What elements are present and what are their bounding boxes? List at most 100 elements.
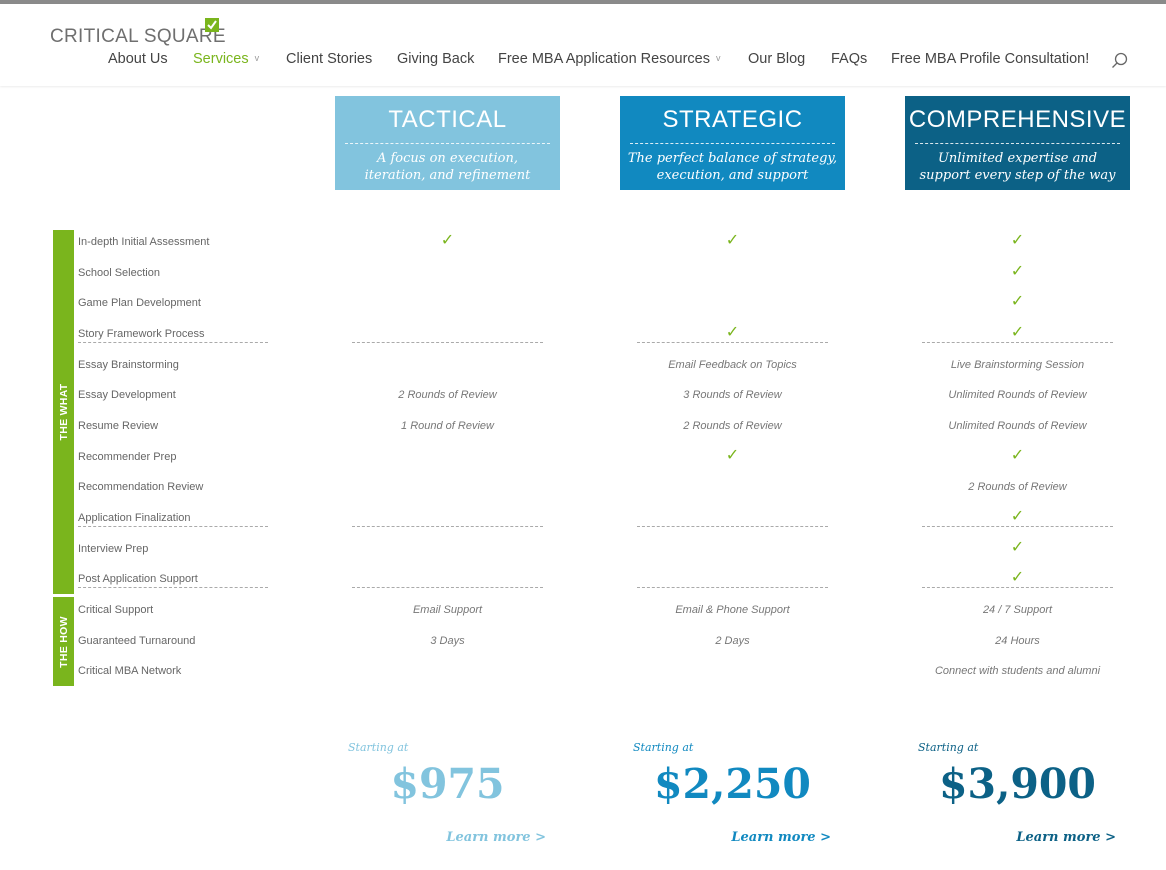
logo[interactable]: CRITICAL SQUARE [50,26,226,47]
plan-divider [345,143,550,144]
row-divider [352,587,543,588]
top-accent-bar [0,0,1166,4]
nav-label: About Us [108,51,168,67]
row-divider [637,587,828,588]
nav-about-us[interactable]: About Us [108,51,168,67]
nav-faqs[interactable]: FAQs [831,51,867,67]
feature-value: 3 Rounds of Review [683,389,782,402]
price-comprehensive: $3,900 [939,760,1096,808]
feature-value: 3 Days [430,634,465,647]
check-icon: ✓ [1010,260,1025,280]
feature-name: Guaranteed Turnaround [78,634,196,647]
feature-name: Resume Review [78,420,159,433]
feature-value: Unlimited Rounds of Review [948,389,1087,402]
check-icon: ✓ [1010,567,1025,587]
price-strategic: $2,250 [654,760,811,808]
nav-label: FAQs [831,51,868,67]
check-icon: ✓ [1010,291,1025,311]
feature-value: Email & Phone Support [675,604,790,617]
feature-name: Post Application Support [78,573,198,586]
learn-more-tactical-link[interactable]: Learn more > [446,830,546,845]
nav-free-consultation[interactable]: Free MBA Profile Consultation! [891,51,1089,67]
nav-label: Client Stories [286,51,373,67]
feature-name: Essay Development [78,389,176,402]
check-icon: ✓ [725,444,740,464]
row-divider [922,342,1113,343]
feature-name: Essay Brainstorming [78,358,179,371]
nav-giving-back[interactable]: Giving Back [397,51,474,67]
plan-name: TACTICAL [388,106,507,133]
feature-value: 2 Rounds of Review [683,420,782,433]
plan-description: The perfect balance of strategy, executio… [627,151,838,183]
feature-name: Recommender Prep [78,450,177,463]
price-tactical: $975 [390,760,505,808]
feature-value: 24 / 7 Support [982,604,1053,617]
feature-value: 2 Days [715,634,750,647]
learn-more-comprehensive-link[interactable]: Learn more > [1016,830,1116,845]
plan-description: A focus on execution, iteration, and refi… [364,151,531,183]
feature-value: Email Support [412,604,483,617]
nav-client-stories[interactable]: Client Stories [286,51,372,67]
section-label: THE HOW [57,615,70,668]
feature-value: 1 Round of Review [401,420,494,433]
feature-name: Story Framework Process [78,328,205,340]
section-bar-the-what: THE WHAT [53,230,74,594]
feature-value: Unlimited Rounds of Review [948,420,1087,433]
plan-header-comprehensive: COMPREHENSIVE Unlimited expertise and sup… [905,96,1130,190]
feature-name: In-depth Initial Assessment [78,236,210,248]
feature-value: 2 Rounds of Review [398,389,497,402]
row-divider [352,342,543,343]
nav-label: Our Blog [748,51,806,67]
plan-name: STRATEGIC [662,106,803,133]
chevron-down-icon: v [715,53,721,63]
feature-value: 2 Rounds of Review [968,481,1067,494]
section-bar-the-how: THE HOW [53,597,74,686]
row-divider [78,526,268,527]
nav-label: Free MBA Application Resources [498,51,710,67]
check-icon: ✓ [725,230,740,249]
plan-header-tactical: TACTICAL A focus on execution, iteration,… [335,96,560,190]
feature-name: Game Plan Development [78,297,201,310]
starting-at-label: Starting at [633,741,694,754]
check-icon: ✓ [725,322,740,341]
plan-description: Unlimited expertise and support every ste… [919,151,1116,183]
plan-divider [630,143,835,144]
check-icon: ✓ [1010,444,1025,464]
nav-free-mba-resources[interactable]: Free MBA Application Resources v [498,51,720,67]
nav-our-blog[interactable]: Our Blog [748,51,805,67]
chevron-down-icon: v [254,53,260,63]
feature-name: Critical Support [78,604,154,617]
check-icon: ✓ [1010,230,1025,249]
starting-at-label: Starting at [918,741,979,754]
row-divider [922,526,1113,527]
row-divider [922,587,1113,588]
nav-label: Giving Back [397,51,475,67]
nav-services[interactable]: Services v [193,51,259,67]
feature-name: Critical MBA Network [78,665,182,678]
learn-more-strategic-link[interactable]: Learn more > [731,830,831,845]
row-divider [637,526,828,527]
check-icon: ✓ [1010,536,1025,556]
row-divider [352,526,543,527]
check-icon: ✓ [1010,322,1025,341]
site-header: CRITICAL SQUARE About Us Services v Clien… [0,4,1166,86]
check-icon: ✓ [440,230,455,249]
feature-name: School Selection [78,266,160,279]
search-icon[interactable] [1111,52,1129,74]
starting-at-label: Starting at [348,741,409,754]
row-divider [78,342,268,343]
section-label: THE WHAT [57,383,70,441]
nav-label: Services [193,51,249,67]
feature-value: Live Brainstorming Session [950,358,1085,371]
feature-value: Email Feedback on Topics [668,358,797,371]
row-divider [637,342,828,343]
nav-label: Free MBA Profile Consultation! [891,51,1090,67]
plan-divider [915,143,1120,144]
feature-name: Recommendation Review [78,481,204,494]
plan-header-strategic: STRATEGIC The perfect balance of strateg… [620,96,845,190]
feature-name: Interview Prep [78,542,149,555]
feature-value: 24 Hours [995,634,1040,647]
check-icon: ✓ [1010,506,1025,526]
feature-value: Connect with students and alumni [934,665,1101,678]
row-divider [78,587,268,588]
